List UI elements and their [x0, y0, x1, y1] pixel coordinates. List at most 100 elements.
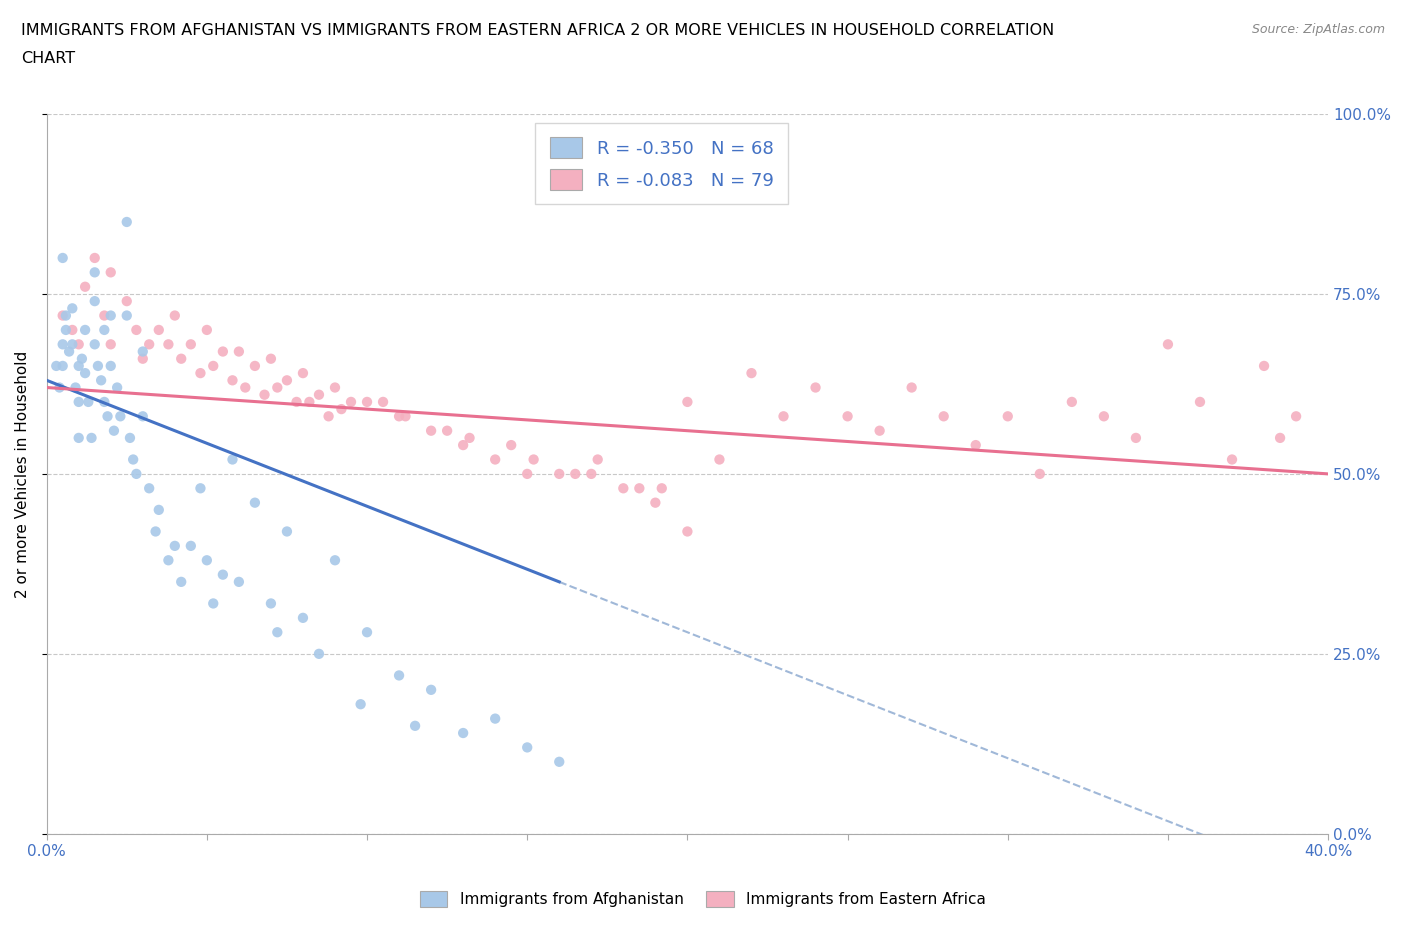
Point — [52, 308, 75, 323]
Point — [87, 358, 110, 373]
Point — [772, 409, 794, 424]
Text: Source: ZipAtlas.com: Source: ZipAtlas.com — [1251, 23, 1385, 36]
Point — [1253, 358, 1275, 373]
Point — [253, 387, 276, 402]
Point — [170, 575, 193, 590]
Point — [180, 337, 202, 352]
Point — [228, 575, 250, 590]
Point — [195, 323, 218, 338]
Point — [1092, 409, 1115, 424]
Point — [65, 380, 87, 395]
Point — [356, 394, 378, 409]
Y-axis label: 2 or more Vehicles in Household: 2 or more Vehicles in Household — [15, 351, 30, 597]
Point — [676, 524, 699, 538]
Point — [163, 538, 186, 553]
Point — [837, 409, 859, 424]
Point — [212, 567, 235, 582]
Point — [932, 409, 955, 424]
Point — [900, 380, 922, 395]
Point — [260, 352, 283, 366]
Point — [221, 373, 243, 388]
Point — [1125, 431, 1147, 445]
Point — [1157, 337, 1180, 352]
Point — [48, 380, 70, 395]
Point — [163, 308, 186, 323]
Point — [349, 697, 371, 711]
Point — [67, 431, 90, 445]
Point — [132, 409, 155, 424]
Point — [451, 725, 474, 740]
Point — [83, 337, 105, 352]
Point — [276, 524, 298, 538]
Point — [105, 380, 128, 395]
Point — [138, 337, 160, 352]
Point — [125, 323, 148, 338]
Point — [644, 496, 666, 511]
Point — [170, 352, 193, 366]
Point — [228, 344, 250, 359]
Point — [138, 481, 160, 496]
Point — [676, 394, 699, 409]
Point — [83, 294, 105, 309]
Point — [291, 610, 314, 625]
Point — [291, 365, 314, 380]
Point — [388, 668, 411, 683]
Point — [308, 646, 330, 661]
Point — [52, 337, 75, 352]
Point — [83, 250, 105, 265]
Point — [212, 344, 235, 359]
Text: IMMIGRANTS FROM AFGHANISTAN VS IMMIGRANTS FROM EASTERN AFRICA 2 OR MORE VEHICLES: IMMIGRANTS FROM AFGHANISTAN VS IMMIGRANT… — [21, 23, 1054, 38]
Point — [484, 452, 506, 467]
Point — [436, 423, 458, 438]
Point — [67, 394, 90, 409]
Point — [93, 394, 115, 409]
Point — [52, 358, 75, 373]
Point — [388, 409, 411, 424]
Point — [77, 394, 100, 409]
Point — [148, 502, 170, 517]
Point — [221, 452, 243, 467]
Point — [70, 352, 93, 366]
Point — [103, 423, 125, 438]
Point — [96, 409, 118, 424]
Point — [276, 373, 298, 388]
Point — [869, 423, 891, 438]
Point — [420, 683, 443, 698]
Point — [564, 467, 586, 482]
Point — [516, 740, 538, 755]
Point — [190, 481, 212, 496]
Point — [1268, 431, 1291, 445]
Point — [202, 596, 225, 611]
Point — [100, 358, 122, 373]
Point — [651, 481, 673, 496]
Point — [523, 452, 546, 467]
Point — [202, 358, 225, 373]
Point — [115, 294, 138, 309]
Point — [75, 279, 97, 294]
Point — [997, 409, 1019, 424]
Point — [740, 365, 762, 380]
Point — [132, 344, 155, 359]
Point — [67, 358, 90, 373]
Point — [1060, 394, 1083, 409]
Point — [148, 323, 170, 338]
Point — [125, 467, 148, 482]
Point — [404, 718, 426, 733]
Point — [1188, 394, 1211, 409]
Point — [501, 438, 523, 453]
Point — [190, 365, 212, 380]
Point — [394, 409, 416, 424]
Point — [60, 301, 83, 316]
Point — [100, 337, 122, 352]
Point — [100, 308, 122, 323]
Point — [243, 358, 266, 373]
Point — [110, 409, 132, 424]
Point — [180, 538, 202, 553]
Point — [132, 352, 155, 366]
Point — [93, 308, 115, 323]
Point — [55, 323, 77, 338]
Point — [548, 754, 571, 769]
Point — [260, 596, 283, 611]
Point — [484, 711, 506, 726]
Point — [709, 452, 731, 467]
